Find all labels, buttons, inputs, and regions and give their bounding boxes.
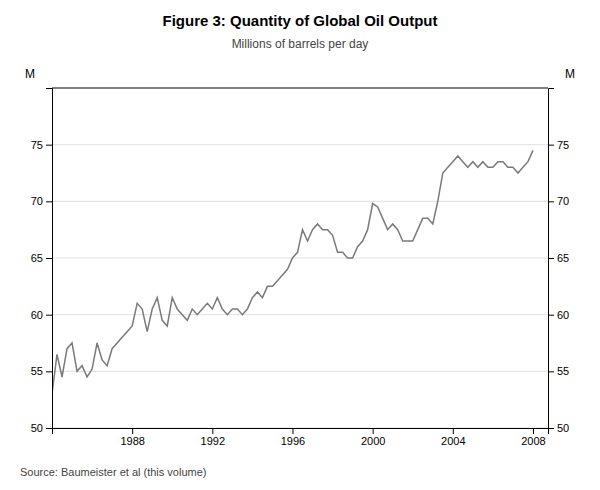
tick-label: 60 xyxy=(557,309,569,321)
tick-label: 55 xyxy=(31,365,43,377)
tick-label: 65 xyxy=(557,252,569,264)
tick-label: 75 xyxy=(31,139,43,151)
tick: 2004 xyxy=(441,428,465,447)
tick-label: 65 xyxy=(31,252,43,264)
grid-line xyxy=(52,144,548,145)
title: Figure 3: Quantity of Global Oil Output xyxy=(163,12,438,29)
subtitle: Millions of barrels per day xyxy=(232,37,369,51)
tick: 60 xyxy=(548,309,569,321)
axis-label: M xyxy=(25,67,35,81)
grid-line xyxy=(52,201,548,202)
grid-line xyxy=(52,258,548,259)
tick: 1992 xyxy=(201,428,225,447)
tick: 2000 xyxy=(361,428,385,447)
x-axis: 1988 1992 1996 2000 2004 2008 xyxy=(53,428,549,447)
tick-mark xyxy=(453,428,454,434)
y-axis: 50 55 60 65 70 75 xyxy=(31,89,53,435)
tick: 65 xyxy=(31,252,52,264)
tick: 75 xyxy=(31,139,52,151)
source: Source: Baumeister et al (this volume) xyxy=(20,466,206,478)
tick: 1996 xyxy=(281,428,305,447)
axis-label: M xyxy=(565,67,575,81)
tick-mark xyxy=(548,315,554,316)
tick-mark xyxy=(46,371,52,372)
tick-mark xyxy=(132,428,133,434)
tick: 50 xyxy=(548,422,569,434)
tick: 65 xyxy=(548,252,569,264)
tick: 2008 xyxy=(521,428,545,447)
frame-top xyxy=(52,88,548,89)
tick-mark xyxy=(373,428,374,434)
grid-line xyxy=(52,314,548,315)
tick: 70 xyxy=(31,195,52,207)
tick-mark xyxy=(548,145,554,146)
tick: 55 xyxy=(31,365,52,377)
axis-line xyxy=(549,89,555,429)
tick-label: 50 xyxy=(557,422,569,434)
tick: 60 xyxy=(31,309,52,321)
grid-line xyxy=(52,371,548,372)
tick-mark xyxy=(548,201,554,202)
tick-mark xyxy=(46,258,52,259)
tick: 70 xyxy=(548,195,569,207)
y2-axis: 50 55 60 65 70 75 xyxy=(548,89,569,435)
tick-mark xyxy=(46,428,52,429)
tick-label: 1988 xyxy=(120,435,144,447)
tick-label: 60 xyxy=(31,309,43,321)
tick-mark xyxy=(533,428,534,434)
marks xyxy=(52,150,533,394)
tick: 75 xyxy=(548,139,569,151)
tick-label: 2000 xyxy=(361,435,385,447)
tick: 1988 xyxy=(120,428,144,447)
tick-label: 50 xyxy=(31,422,43,434)
tick-label: 1996 xyxy=(281,435,305,447)
tick-mark xyxy=(46,201,52,202)
tick-mark xyxy=(548,371,554,372)
tick-mark xyxy=(46,145,52,146)
tick-label: 1992 xyxy=(201,435,225,447)
line xyxy=(52,150,533,394)
tick-mark xyxy=(548,428,554,429)
plot: 1988 1992 1996 2000 2004 2008 50 55 60 65 70 75 50 55… xyxy=(25,67,575,447)
tick: 55 xyxy=(548,365,569,377)
grid xyxy=(52,145,548,428)
tick-mark xyxy=(292,428,293,434)
tick-label: 70 xyxy=(557,195,569,207)
tick-label: 2008 xyxy=(521,435,545,447)
chart: Figure 3: Quantity of Global Oil Output M… xyxy=(0,0,600,490)
tick-label: 2004 xyxy=(441,435,465,447)
tick-mark xyxy=(548,258,554,259)
tick-label: 70 xyxy=(31,195,43,207)
tick-mark xyxy=(46,315,52,316)
tick: 50 xyxy=(31,422,52,434)
axis-line xyxy=(46,89,53,429)
tick-label: 55 xyxy=(557,365,569,377)
tick-mark xyxy=(212,428,213,434)
axis-line xyxy=(53,429,549,435)
tick-label: 75 xyxy=(557,139,569,151)
